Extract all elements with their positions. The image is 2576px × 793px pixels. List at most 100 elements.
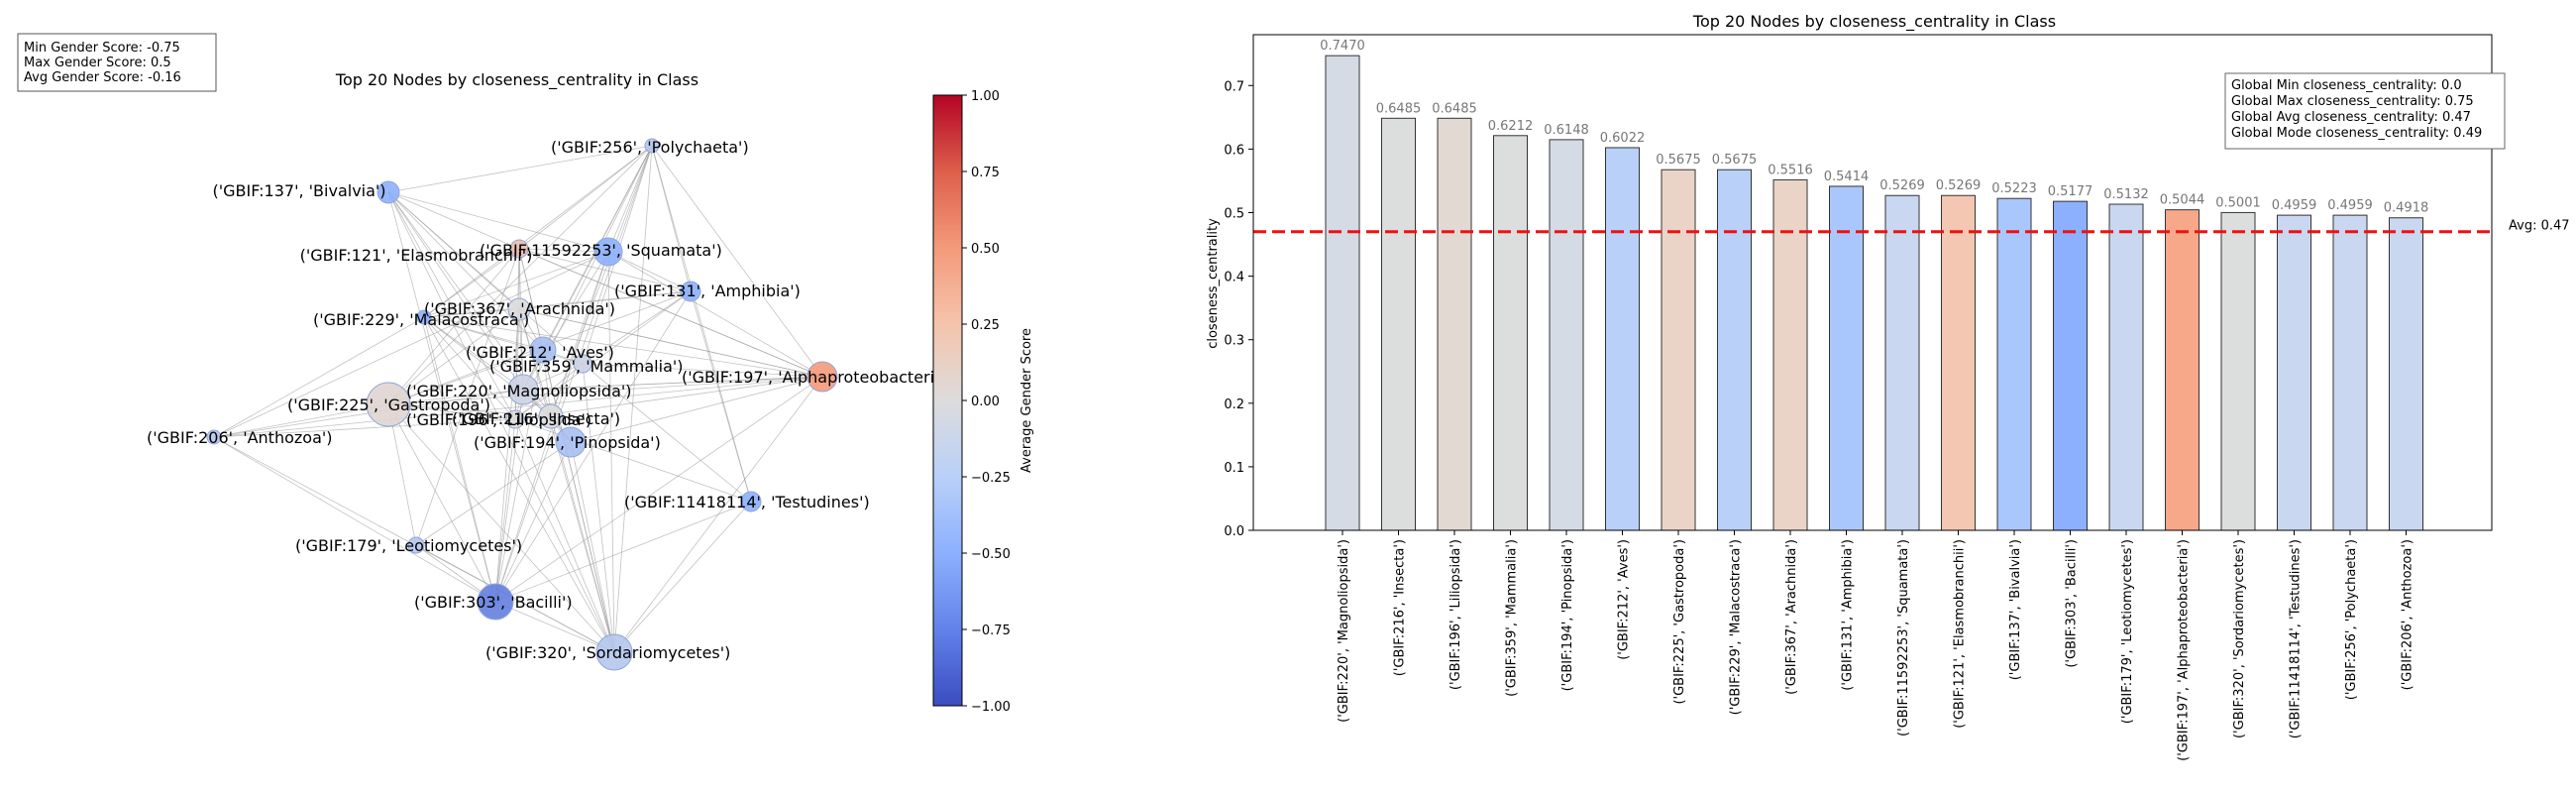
network-edge: [387, 191, 520, 250]
x-tick-label: ('GBIF:121', 'Elasmobranchii'): [1953, 539, 1968, 729]
x-tick-label: ('GBIF:179', 'Leotiomycetes'): [2120, 539, 2135, 724]
network-panel: Top 20 Nodes by closeness_centrality in …: [147, 70, 955, 671]
network-node: [507, 297, 531, 321]
stats-avg: Avg Gender Score: -0.16: [24, 70, 181, 85]
network-node-label: ('GBIF:216', 'Insecta'): [452, 409, 620, 428]
network-edge: [651, 145, 752, 503]
network-node: [507, 374, 539, 405]
network-edge: [387, 403, 615, 653]
network-node: [206, 429, 222, 445]
x-tick-label: ('GBIF:229', 'Malacostraca'): [1729, 539, 1744, 715]
network-edge: [570, 376, 823, 443]
network-edge: [518, 248, 609, 253]
bar-value-label: 0.5516: [1768, 163, 1813, 177]
bar: [1717, 169, 1752, 531]
bar: [1605, 147, 1640, 531]
network-node-label: ('GBIF:359', 'Mammalia'): [489, 357, 684, 376]
y-tick-label: 0.0: [1224, 524, 1244, 539]
x-tick-label: ('GBIF:11592253', 'Squamata'): [1896, 539, 1911, 736]
network-edges: [213, 145, 823, 653]
x-tick-label: ('GBIF:131', 'Amphibia'): [1841, 539, 1856, 691]
network-edge: [550, 415, 615, 653]
bar: [1381, 117, 1416, 531]
bar-chart: Top 20 Nodes by closeness_centrality in …: [1206, 12, 2570, 761]
bar-value-label: 0.7470: [1320, 39, 1365, 54]
bar: [1493, 135, 1528, 531]
network-node-label: ('GBIF:11592253', 'Squamata'): [480, 241, 722, 260]
network-node-label: ('GBIF:212', 'Aves'): [466, 343, 614, 362]
bar: [2277, 214, 2311, 531]
network-node-label: ('GBIF:137', 'Bivalvia'): [212, 181, 385, 200]
network-edge: [613, 501, 752, 653]
bar: [2220, 211, 2256, 531]
global-stats-legend: Global Min closeness_centrality: 0.0 Glo…: [2224, 72, 2506, 150]
network-edge: [387, 376, 823, 405]
bar-value-label: 0.5269: [1879, 178, 1925, 193]
x-axis-ticks: ('GBIF:220', 'Magnoliopsida') ('GBIF:216'…: [1337, 530, 2415, 761]
network-node-label: ('GBIF:367', 'Arachnida'): [424, 299, 615, 318]
network-edge: [423, 308, 520, 318]
network-edge: [613, 145, 653, 653]
network-edge: [582, 290, 692, 365]
bar: [1996, 197, 2032, 531]
network-node-label: ('GBIF:220', 'Magnoliopsida'): [406, 382, 632, 400]
colorbar-ticks: 1.00 0.75 0.50 0.25 0.00 −0.25 −0.50 −0.75 −1.00: [962, 89, 1011, 715]
network-edge: [550, 145, 653, 417]
bar: [1437, 117, 1472, 531]
bar-value-label: 0.5414: [1824, 170, 1870, 184]
network-edge: [387, 191, 524, 391]
bar-value-label: 0.5675: [1656, 153, 1701, 168]
network-node: [573, 354, 592, 374]
network-edge: [423, 316, 516, 420]
network-labels: ('GBIF:256', 'Polychaeta') ('GBIF:137', '…: [147, 138, 955, 662]
colorbar: 1.00 0.75 0.50 0.25 0.00 −0.25 −0.50 −0.75 −1.00…: [932, 89, 1034, 715]
network-edge: [387, 191, 516, 420]
network-node-label: ('GBIF:11418114', 'Testudines'): [624, 493, 870, 511]
network-node-label: ('GBIF:256', 'Polychaeta'): [551, 138, 749, 157]
x-tick-label: ('GBIF:194', 'Pinopsida'): [1560, 539, 1575, 691]
bar: [2165, 209, 2200, 531]
network-node: [509, 239, 529, 259]
network-edge: [542, 349, 615, 653]
network-node-label: ('GBIF:229', 'Malacostraca'): [313, 310, 529, 329]
network-edge: [423, 316, 615, 653]
network-node-label: ('GBIF:225', 'Gastropoda'): [287, 396, 490, 414]
network-edge: [423, 316, 584, 365]
network-node: [740, 491, 762, 512]
network-node-label: ('GBIF:197', 'Alphaproteobacteria'): [682, 368, 955, 387]
network-node: [366, 382, 411, 427]
x-tick-label: ('GBIF:256', 'Polychaeta'): [2344, 539, 2359, 700]
network-edge: [607, 251, 692, 292]
network-title: Top 20 Nodes by closeness_centrality in …: [335, 70, 698, 90]
network-edge: [387, 145, 653, 193]
network-edge: [494, 376, 823, 603]
network-edge: [550, 251, 609, 417]
network-edge: [423, 290, 692, 318]
network-edge: [522, 251, 609, 391]
network-edge: [518, 145, 653, 250]
stats-max: Max Gender Score: 0.5: [24, 56, 171, 70]
network-node: [806, 361, 838, 393]
x-tick-label: ('GBIF:196', 'Liliopsida'): [1449, 539, 1463, 690]
y-tick-label: 0.1: [1224, 461, 1244, 476]
network-edge: [387, 191, 584, 365]
y-tick-label: 0.4: [1224, 271, 1244, 285]
bar: [1941, 194, 1976, 531]
colorbar-tick-label: 0.75: [971, 166, 1000, 180]
y-axis-label: closeness_centrality: [1206, 218, 1221, 349]
network-edge: [213, 376, 823, 438]
network-edge: [387, 308, 520, 405]
colorbar-tick-label: −1.00: [971, 700, 1011, 715]
network-edge: [494, 501, 752, 603]
network-edge: [415, 441, 572, 546]
y-tick-label: 0.5: [1224, 206, 1244, 221]
bar: [1661, 169, 1696, 531]
bar-value-label: 0.5001: [2215, 195, 2261, 210]
x-tick-label: ('GBIF:220', 'Magnoliopsida'): [1337, 539, 1351, 723]
x-tick-label: ('GBIF:206', 'Anthozoa'): [2401, 539, 2415, 690]
bar: [2332, 214, 2368, 531]
bar: [1829, 185, 1864, 531]
x-tick-label: ('GBIF:212', 'Aves'): [1617, 539, 1632, 660]
bar-value-label: 0.5269: [1936, 178, 1982, 193]
network-node: [555, 426, 587, 458]
